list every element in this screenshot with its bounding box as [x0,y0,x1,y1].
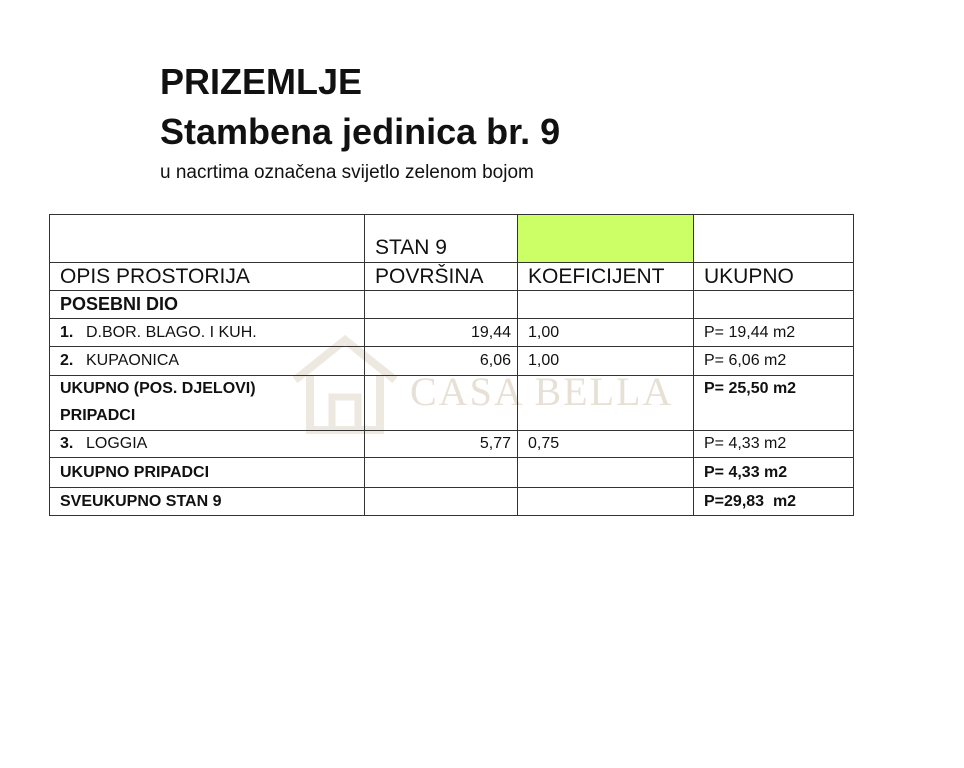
page-note: u nacrtima označena svijetlo zelenom boj… [160,162,534,183]
unit-color-marker [517,214,694,263]
area-table: STAN 9 OPIS PROSTORIJA POVRŠINA KOEFICIJ… [49,214,854,516]
header-cell: POVRŠINA [364,262,518,291]
table-row: 1. D.BOR. BLAGO. I KUH. 19,44 1,00 P= 19,… [49,318,854,347]
table-header-row: OPIS PROSTORIJA POVRŠINA KOEFICIJENT UKU… [49,262,854,291]
header-cell: OPIS PROSTORIJA [49,262,365,291]
page-title: PRIZEMLJE [160,61,363,102]
table-total-row: SVEUKUPNO STAN 9 P=29,83 m2 [49,487,854,516]
table-row: POSEBNI DIO [49,290,854,319]
header-cell: KOEFICIJENT [517,262,694,291]
section-label: POSEBNI DIO [49,290,365,319]
table-row: 3. LOGGIA 5,77 0,75 P= 4,33 m2 [49,430,854,458]
table-row: 2. KUPAONICA 6,06 1,00 P= 6,06 m2 [49,346,854,376]
table-row: STAN 9 [49,214,854,263]
table-row: UKUPNO (POS. DJELOVI) P= 25,50 m2 [49,375,854,431]
unit-label: STAN 9 [364,214,518,263]
page-subtitle: Stambena jedinica br. 9 [160,111,561,152]
table-row: UKUPNO PRIPADCI P= 4,33 m2 [49,457,854,488]
table-row: PRIPADCI [49,402,854,431]
header-cell: UKUPNO [693,262,854,291]
